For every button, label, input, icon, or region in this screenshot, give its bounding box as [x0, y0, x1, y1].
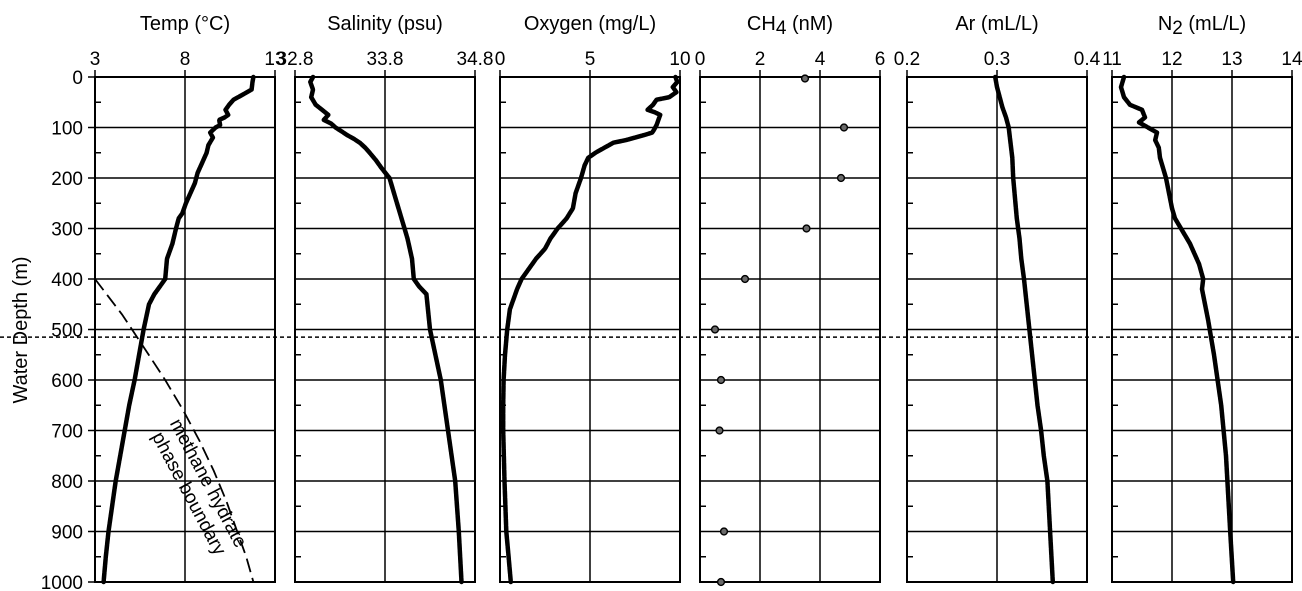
x-tick-label: 0.4 [1074, 49, 1101, 70]
x-tick-label: 12 [1161, 49, 1182, 70]
x-tick-label: 3 [90, 49, 101, 70]
x-tick-label: 13 [1221, 49, 1242, 70]
x-tick-label: 14 [1281, 49, 1302, 70]
data-point [715, 426, 724, 435]
data-point [716, 375, 726, 385]
panel-title-text: Oxygen (mg/L) [524, 13, 656, 35]
x-tick-label: 32.8 [277, 49, 314, 70]
panel-title-text: Salinity (psu) [327, 13, 443, 35]
profile-line [101, 74, 256, 585]
y-axis-label: Water Depth (m) [10, 256, 32, 403]
data-point [800, 74, 810, 83]
data-point [719, 527, 729, 536]
x-tick-label: 0 [695, 49, 706, 70]
panel-title: Temp (°C) [140, 13, 230, 35]
data-point [710, 325, 720, 334]
y-tick-label: 500 [51, 321, 83, 342]
panel-5: 0.2 0.3 0.4 Ar (mL/L) [894, 13, 1101, 585]
x-tick-label: 2 [755, 49, 766, 70]
panel-1: 3 8 13 Temp (°C) [88, 13, 286, 585]
profile-line [500, 74, 680, 585]
y-tick-label: 400 [51, 270, 83, 291]
x-tick-label: 0.2 [894, 49, 920, 70]
y-tick-label: 1000 [41, 573, 83, 591]
panel-2: 32.8 33.8 34.8 Salinity (psu) [277, 13, 494, 585]
panel-title-suffix: (nM) [786, 13, 833, 35]
x-tick-label: 10 [669, 49, 690, 70]
panel-6: 11 12 13 14 N2 (mL/L) [1102, 13, 1302, 585]
x-tick-label: 4 [815, 49, 826, 70]
panel-title-text: Temp (°C) [140, 13, 230, 35]
x-tick-label: 8 [180, 49, 191, 70]
x-tick-label: 13 [264, 49, 285, 70]
data-point [802, 224, 811, 233]
y-tick-label: 300 [51, 220, 83, 241]
panel-title: Salinity (psu) [327, 13, 443, 35]
panel-title-subscript: 2 [1172, 18, 1183, 39]
panel-title-text: N [1158, 13, 1172, 35]
profile-line [992, 74, 1056, 585]
data-point [839, 123, 849, 132]
panel-title-text: CH [747, 13, 776, 35]
x-tick-label: 0.3 [984, 49, 1010, 70]
y-tick-label: 900 [51, 523, 83, 544]
x-tick-label: 34.8 [457, 49, 494, 70]
y-tick-label: 200 [51, 169, 83, 190]
x-tick-label: 0 [495, 49, 506, 70]
panels: 3 8 13 Temp (°C) 32.8 33.8 34.8 Salinity (psu) 0… [88, 13, 1302, 587]
data-point [836, 173, 846, 183]
panel-frame [699, 76, 881, 583]
x-tick-label: 5 [585, 49, 596, 70]
panel-frame [1111, 76, 1293, 583]
data-point [716, 577, 726, 587]
profile-line [308, 74, 464, 585]
phase-boundary-curve [94, 278, 255, 583]
panel-title: Ar (mL/L) [955, 13, 1038, 35]
panel-title-text: Ar (mL/L) [955, 13, 1038, 35]
panel-3: 0 5 10 Oxygen (mg/L) [495, 13, 691, 585]
y-tick-label: 600 [51, 371, 83, 392]
x-tick-label: 6 [875, 49, 886, 70]
panel-title: Oxygen (mg/L) [524, 13, 656, 35]
y-tick-label: 700 [51, 422, 83, 443]
panel-title: N2 (mL/L) [1158, 13, 1246, 39]
x-tick-label: 11 [1102, 49, 1122, 70]
x-tick-label: 33.8 [367, 49, 404, 70]
y-tick-label: 100 [51, 119, 83, 140]
y-tick-label: 0 [72, 68, 83, 89]
panel-title: CH4 (nM) [747, 13, 833, 39]
panel-title-suffix: (mL/L) [1183, 13, 1246, 35]
y-tick-label: 800 [51, 472, 83, 493]
panel-title-subscript: 4 [776, 18, 787, 39]
y-tick-labels: 0 100 200 300 400 500 600 700 800 900 1000 [41, 68, 83, 591]
data-point [740, 274, 750, 284]
